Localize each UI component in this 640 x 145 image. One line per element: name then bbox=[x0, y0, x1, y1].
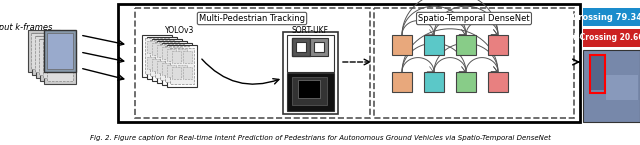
Bar bbox=[287, 73, 334, 111]
Bar bbox=[296, 42, 306, 52]
Bar bbox=[292, 38, 310, 56]
Bar bbox=[31, 33, 57, 69]
Bar bbox=[456, 35, 476, 55]
Bar bbox=[43, 42, 69, 78]
Text: Crossing 79.34%: Crossing 79.34% bbox=[572, 12, 640, 21]
Bar bbox=[152, 43, 161, 55]
Bar bbox=[424, 72, 444, 92]
Bar bbox=[392, 35, 412, 55]
Bar bbox=[165, 46, 189, 82]
Bar bbox=[392, 72, 412, 92]
Text: Multi-Pedestrian Tracking: Multi-Pedestrian Tracking bbox=[199, 14, 305, 23]
Bar bbox=[142, 35, 172, 77]
Bar bbox=[155, 42, 179, 78]
Bar bbox=[32, 33, 64, 75]
Bar bbox=[283, 32, 338, 114]
Bar bbox=[147, 37, 177, 79]
Bar bbox=[147, 57, 156, 69]
Bar bbox=[583, 29, 640, 47]
Bar bbox=[163, 59, 172, 71]
Bar bbox=[162, 63, 171, 75]
Bar bbox=[147, 41, 156, 53]
Bar bbox=[167, 49, 176, 61]
Bar bbox=[158, 41, 167, 53]
Bar bbox=[162, 47, 171, 59]
Bar bbox=[590, 55, 605, 90]
Bar bbox=[152, 39, 182, 81]
Bar bbox=[160, 44, 184, 80]
Bar bbox=[170, 48, 194, 84]
Bar bbox=[183, 67, 192, 79]
Bar bbox=[374, 8, 574, 118]
Bar bbox=[488, 35, 508, 55]
Bar bbox=[152, 59, 161, 71]
Bar bbox=[590, 55, 605, 93]
Bar bbox=[157, 45, 166, 57]
Bar bbox=[606, 75, 638, 100]
Bar bbox=[172, 67, 181, 79]
Text: YOLOv3: YOLOv3 bbox=[165, 26, 195, 35]
Bar bbox=[135, 8, 370, 118]
Bar bbox=[583, 50, 640, 122]
Bar bbox=[157, 41, 187, 83]
Bar bbox=[298, 80, 320, 98]
Bar bbox=[456, 72, 476, 92]
Bar bbox=[145, 38, 169, 74]
Bar bbox=[44, 42, 76, 84]
Text: SORT-UKF: SORT-UKF bbox=[291, 26, 328, 35]
Bar bbox=[178, 65, 187, 77]
Bar bbox=[310, 38, 328, 56]
Bar bbox=[287, 35, 334, 72]
Bar bbox=[292, 77, 327, 105]
Bar bbox=[168, 45, 177, 57]
Bar bbox=[47, 45, 73, 81]
Bar bbox=[36, 36, 68, 78]
Bar bbox=[47, 33, 73, 69]
Bar bbox=[35, 36, 61, 72]
Text: N-Crossing 20.66%: N-Crossing 20.66% bbox=[570, 33, 640, 42]
Bar bbox=[158, 57, 167, 69]
Bar bbox=[167, 65, 176, 77]
Bar bbox=[183, 51, 192, 63]
Bar bbox=[167, 45, 197, 87]
Bar bbox=[118, 4, 580, 122]
Bar bbox=[162, 43, 192, 85]
Bar bbox=[163, 43, 172, 55]
Bar bbox=[28, 30, 60, 72]
Bar bbox=[40, 39, 72, 81]
Bar bbox=[172, 51, 181, 63]
Bar bbox=[39, 39, 65, 75]
Bar bbox=[488, 72, 508, 92]
Bar bbox=[173, 63, 182, 75]
Bar bbox=[178, 49, 187, 61]
Text: Input k-frames: Input k-frames bbox=[0, 23, 52, 32]
Bar bbox=[583, 8, 640, 26]
Bar bbox=[157, 61, 166, 73]
Text: Fig. 2. Figure caption for Real-time Intent Prediction of Pedestrians for Autono: Fig. 2. Figure caption for Real-time Int… bbox=[90, 135, 550, 141]
Bar bbox=[44, 30, 76, 72]
Bar bbox=[168, 61, 177, 73]
Bar bbox=[173, 47, 182, 59]
Text: Spatio-Temporal DenseNet: Spatio-Temporal DenseNet bbox=[418, 14, 530, 23]
Bar bbox=[314, 42, 324, 52]
Bar bbox=[424, 35, 444, 55]
Bar bbox=[150, 40, 174, 76]
